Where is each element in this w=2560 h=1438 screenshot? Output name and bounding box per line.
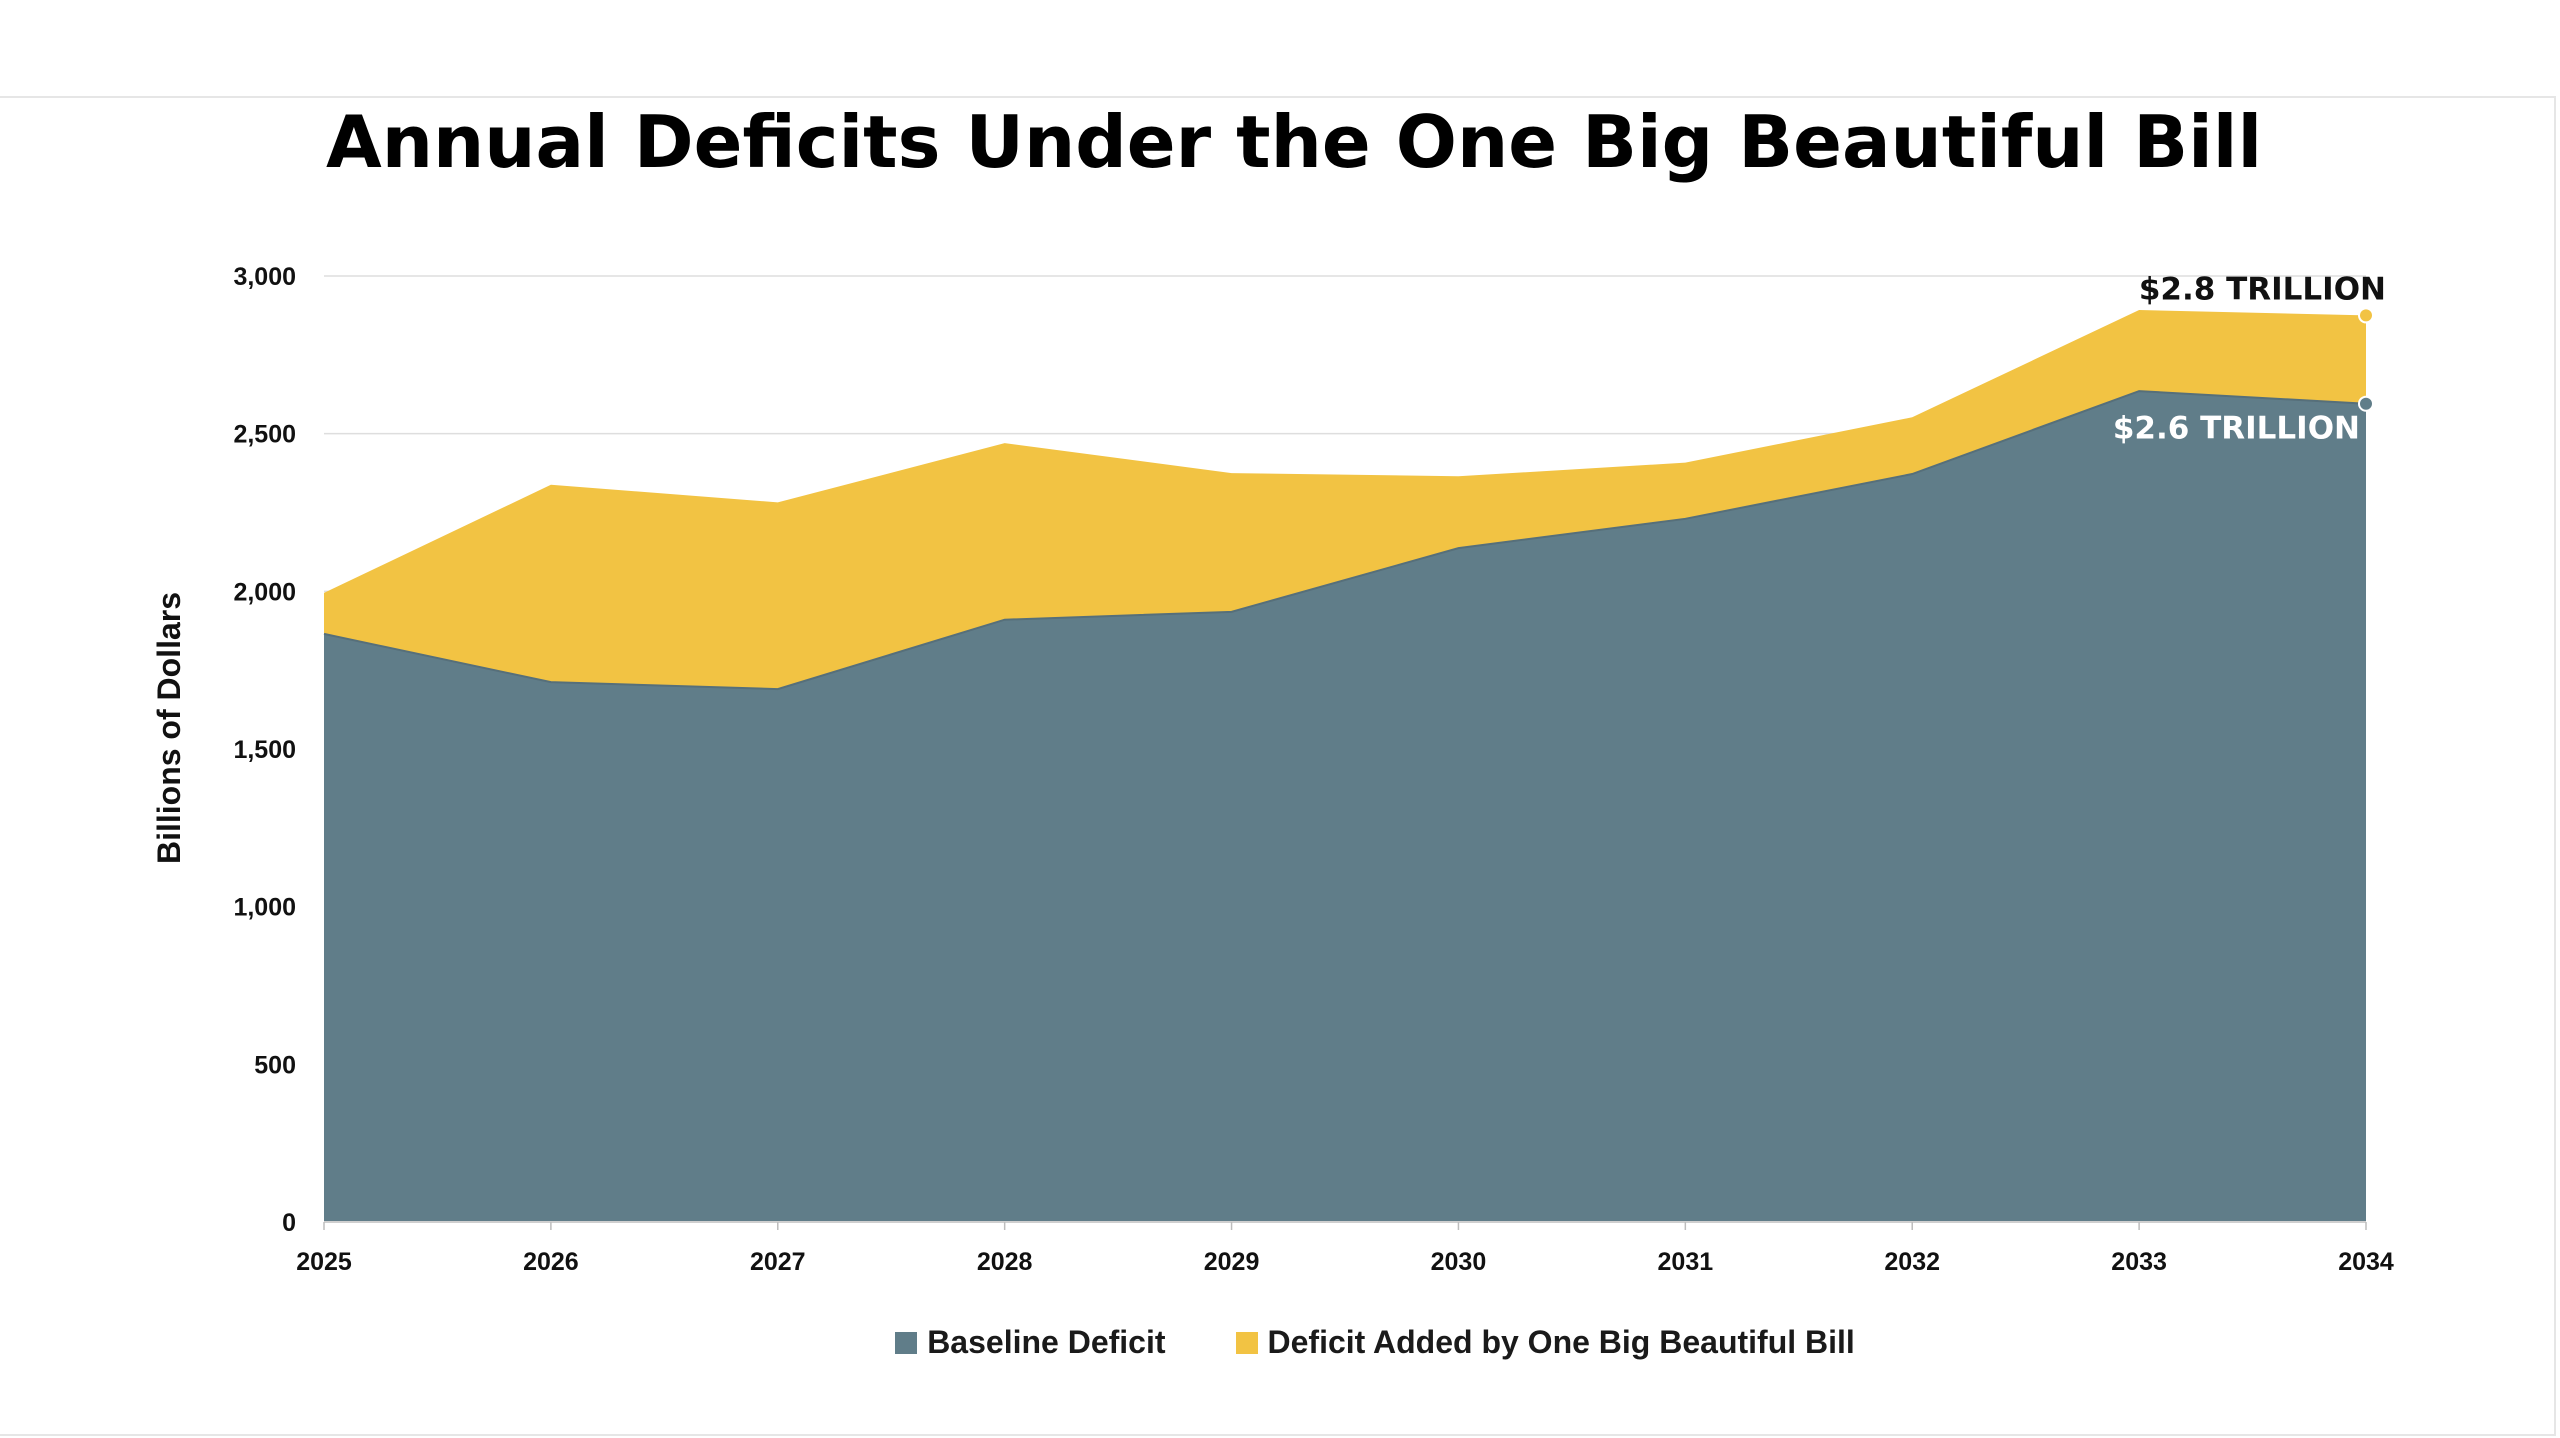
y-tick-label-1: 500: [254, 1051, 296, 1079]
end-marker-total: [2358, 307, 2374, 324]
x-tick-label-2026: 2026: [523, 1248, 579, 1276]
legend-label-added: Deficit Added by One Big Beautiful Bill: [1267, 1324, 1855, 1360]
y-tick-label-0: 0: [282, 1209, 296, 1237]
x-tick-label-2031: 2031: [1658, 1248, 1714, 1276]
annotation-total: $2.8 TRILLION: [2139, 271, 2386, 307]
legend-swatch-baseline: [895, 1331, 918, 1354]
legend-item-baseline: Baseline Deficit: [895, 1324, 1166, 1361]
legend-label-baseline: Baseline Deficit: [927, 1324, 1166, 1360]
legend-swatch-added: [1235, 1331, 1258, 1354]
x-tick-label-2028: 2028: [977, 1248, 1033, 1276]
x-tick-label-2034: 2034: [2338, 1248, 2394, 1276]
x-tick-label-2033: 2033: [2111, 1248, 2167, 1276]
x-tick-label-2025: 2025: [296, 1248, 352, 1276]
y-tick-label-4: 2,000: [233, 578, 296, 606]
annotations: $2.8 TRILLION $2.6 TRILLION: [2113, 271, 2386, 446]
series-area-baseline: [324, 391, 2366, 1222]
end-marker-baseline: [2358, 395, 2374, 412]
axes: 0 500 1,000 1,500 2,000 2,500 3,000 2025 2026 202…: [233, 263, 2393, 1276]
legend: Baseline Deficit Deficit Added by One Bi…: [0, 1324, 2560, 1361]
y-tick-label-2: 1,000: [233, 894, 296, 922]
series-areas: [323, 310, 2367, 1222]
series-area-added: [324, 310, 2366, 690]
chart-frame: [0, 96, 2556, 1436]
y-tick-label-5: 2,500: [233, 421, 296, 449]
x-tick-label-2032: 2032: [1884, 1248, 1940, 1276]
x-tick-label-2027: 2027: [750, 1248, 806, 1276]
y-tick-label-3: 1,500: [233, 736, 296, 764]
annotation-baseline: $2.6 TRILLION: [2113, 411, 2360, 447]
x-tick-label-2030: 2030: [1431, 1248, 1487, 1276]
chart-title: Annual Deficits Under the One Big Beauti…: [326, 100, 2263, 184]
y-axis-label: Billions of Dollars: [151, 592, 187, 864]
legend-item-added: Deficit Added by One Big Beautiful Bill: [1235, 1324, 1855, 1361]
x-tick-label-2029: 2029: [1204, 1248, 1260, 1276]
y-tick-label-6: 3,000: [233, 263, 296, 291]
series-line-baseline: [323, 390, 2367, 691]
